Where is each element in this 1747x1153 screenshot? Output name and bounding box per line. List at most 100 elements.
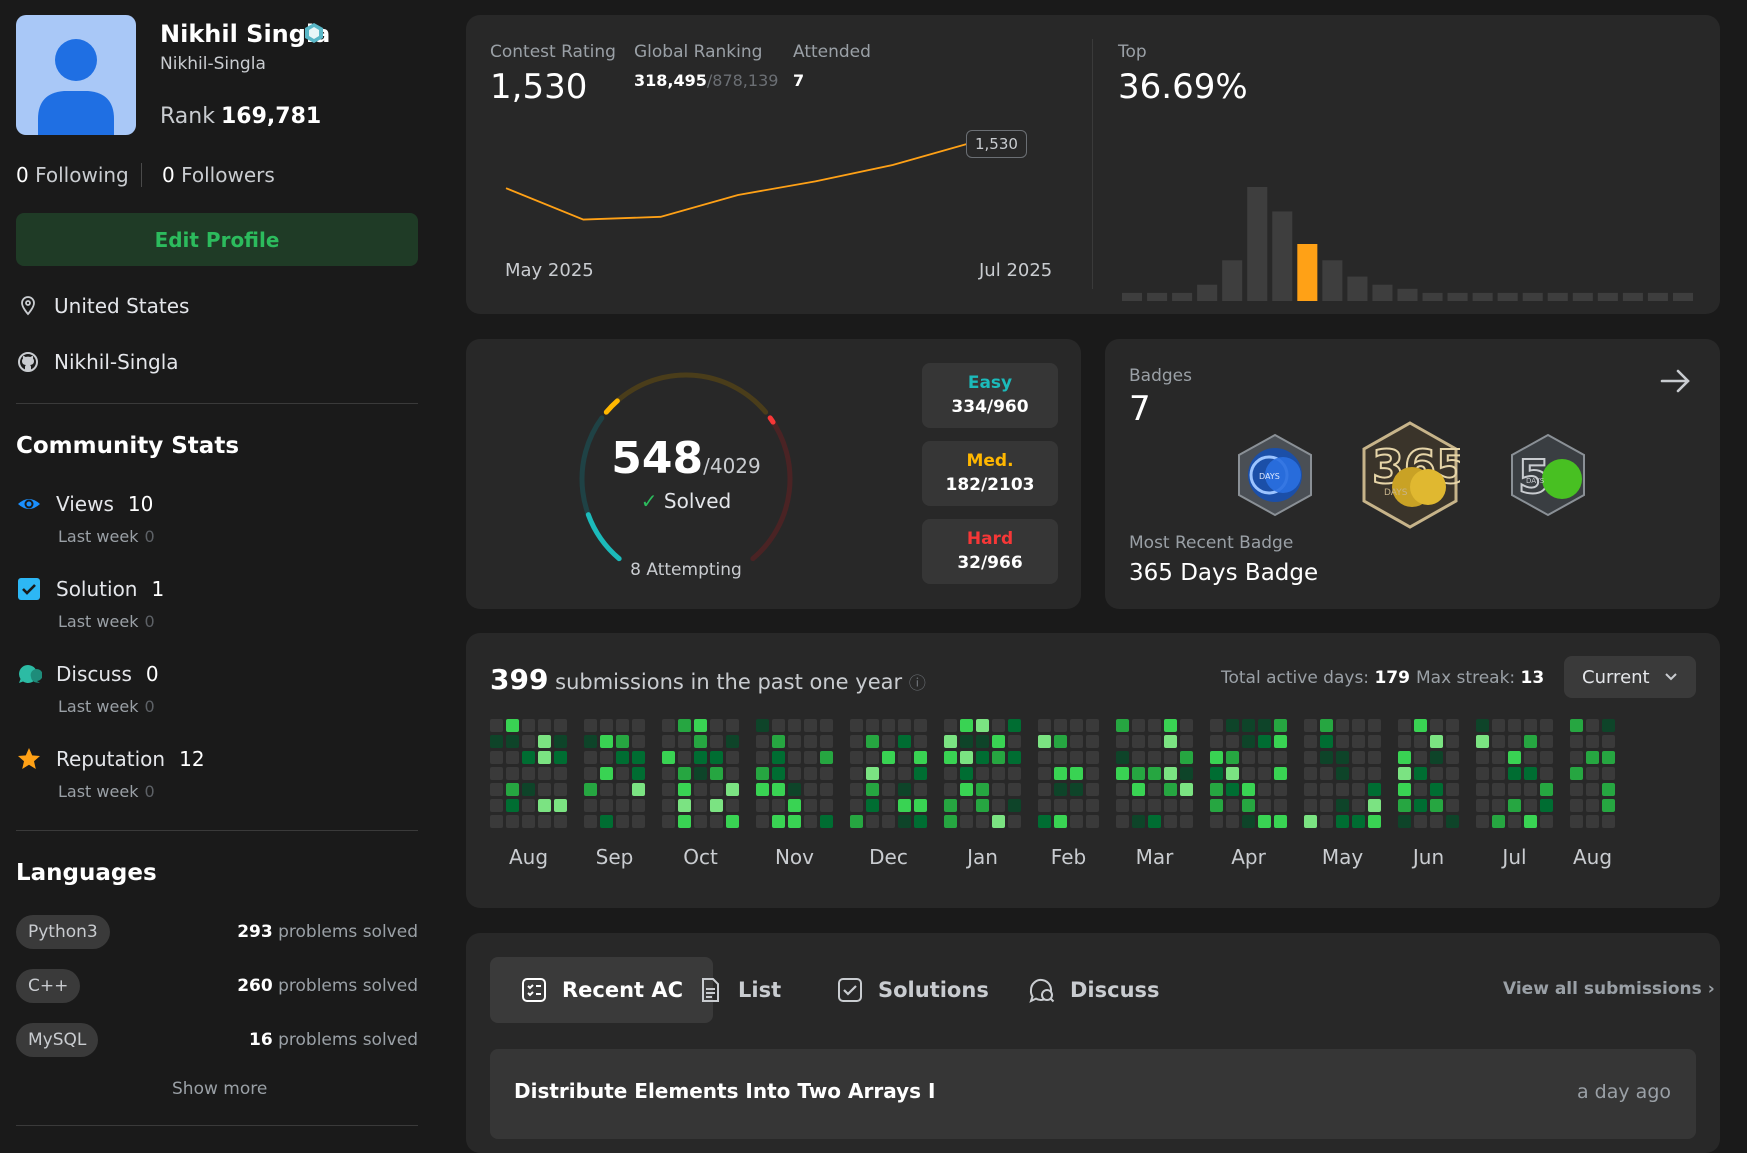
easy-stat[interactable]: Easy 334/960	[922, 363, 1058, 428]
heatmap-day-cell	[678, 719, 691, 732]
github-icon	[18, 352, 38, 372]
svg-text:DAYS: DAYS	[1259, 472, 1280, 481]
max-streak: Max streak: 13	[1416, 668, 1544, 688]
heatmap-day-cell	[1602, 815, 1615, 828]
heatmap-day-cell	[882, 783, 895, 796]
submissions-summary: 399 submissions in the past one year ⓘ	[490, 663, 926, 696]
heatmap-day-cell	[820, 815, 833, 828]
heatmap-day-cell	[914, 719, 927, 732]
heatmap-day-cell	[1476, 783, 1489, 796]
distribution-bar	[1247, 187, 1268, 301]
heatmap-day-cell	[538, 719, 551, 732]
heatmap-day-cell	[788, 783, 801, 796]
heatmap-day-cell	[866, 799, 879, 812]
heatmap-day-cell	[1226, 783, 1239, 796]
tab-list[interactable]: List	[666, 957, 811, 1023]
heatmap-day-cell	[1210, 719, 1223, 732]
heatmap-day-cell	[788, 735, 801, 748]
language-row: C++ 260 problems solved	[16, 969, 418, 1003]
recent-submission-item[interactable]: Distribute Elements Into Two Arrays I a …	[490, 1049, 1696, 1139]
tab-recent-ac[interactable]: Recent AC	[490, 957, 714, 1023]
language-tag[interactable]: C++	[16, 969, 81, 1003]
info-icon[interactable]: ⓘ	[908, 674, 926, 694]
distribution-bar	[1547, 292, 1568, 301]
heatmap-day-cell	[538, 815, 551, 828]
year-selector[interactable]: Current	[1564, 656, 1696, 698]
heatmap-day-cell	[1274, 751, 1287, 764]
heatmap-day-cell	[1398, 767, 1411, 780]
heatmap-day-cell	[1148, 767, 1161, 780]
heatmap-day-cell	[976, 735, 989, 748]
github-row[interactable]: Nikhil-Singla	[16, 350, 179, 374]
hard-stat[interactable]: Hard 32/966	[922, 519, 1058, 584]
heatmap-day-cell	[882, 815, 895, 828]
avatar[interactable]	[16, 15, 136, 135]
heatmap-day-cell	[882, 735, 895, 748]
language-tag[interactable]: MySQL	[16, 1023, 99, 1057]
tab-discuss[interactable]: Discuss	[998, 957, 1190, 1023]
heatmap-day-cell	[1492, 751, 1505, 764]
heatmap-day-cell	[1070, 783, 1083, 796]
heatmap-day-cell	[1508, 815, 1521, 828]
view-all-submissions-link[interactable]: View all submissions ›	[1503, 979, 1715, 999]
heatmap-day-cell	[866, 767, 879, 780]
show-more-link[interactable]: Show more	[172, 1079, 268, 1099]
month-label: Jan	[965, 845, 998, 869]
solved-problems-card: 548/4029 ✓ Solved 8 Attempting Easy 334/…	[466, 339, 1081, 609]
heatmap-day-cell	[1368, 815, 1381, 828]
heatmap-day-cell	[726, 799, 739, 812]
heatmap-day-cell	[1570, 783, 1583, 796]
last-week-label: Last week	[58, 527, 139, 546]
heatmap-day-cell	[804, 767, 817, 780]
following-link[interactable]: 0 Following	[16, 163, 129, 187]
heatmap-day-cell	[1054, 719, 1067, 732]
heatmap-day-cell	[632, 767, 645, 780]
heatmap-day-cell	[992, 735, 1005, 748]
heatmap-day-cell	[804, 719, 817, 732]
language-tag[interactable]: Python3	[16, 915, 110, 949]
distribution-bar	[1172, 292, 1193, 301]
heatmap-day-cell	[1398, 815, 1411, 828]
tab-solutions[interactable]: Solutions	[806, 957, 1019, 1023]
medium-value: 182/2103	[945, 475, 1035, 495]
active-days-value: 179	[1374, 668, 1410, 688]
arrow-right-icon[interactable]	[1658, 363, 1694, 399]
edit-profile-button[interactable]: Edit Profile	[16, 213, 418, 266]
heatmap-day-cell	[1070, 767, 1083, 780]
medium-track	[603, 372, 769, 415]
heatmap-day-cell	[678, 815, 691, 828]
heatmap-day-cell	[584, 735, 597, 748]
rating-distribution-chart[interactable]	[1122, 145, 1698, 301]
heatmap-day-cell	[1398, 783, 1411, 796]
heatmap-day-cell	[850, 751, 863, 764]
365-days-badge-icon[interactable]: 365 DAYS	[1360, 421, 1460, 529]
heatmap-day-cell	[1430, 767, 1443, 780]
heatmap-day-cell	[1368, 783, 1381, 796]
community-stats-title: Community Stats	[16, 433, 240, 459]
solved-total: /4029	[703, 454, 761, 478]
heatmap-day-cell	[662, 719, 675, 732]
heatmap-day-cell	[1038, 735, 1051, 748]
heatmap-day-cell	[1540, 767, 1553, 780]
medium-stat[interactable]: Med. 182/2103	[922, 441, 1058, 506]
50-days-badge-icon[interactable]: 5 DAYS	[1508, 433, 1588, 517]
month-label: Feb	[1051, 845, 1086, 869]
followers-link[interactable]: 0 Followers	[162, 163, 275, 187]
hard-progress	[767, 415, 776, 425]
heatmap-day-cell	[1476, 767, 1489, 780]
heatmap-day-cell	[710, 719, 723, 732]
heatmap-day-cell	[1352, 783, 1365, 796]
month-label: Aug	[1573, 845, 1612, 869]
heatmap-day-cell	[1492, 719, 1505, 732]
submission-heatmap[interactable]: Aug Sep Oct Nov Dec Jan Feb Mar Apr May Jun Jul Aug	[490, 719, 1700, 899]
heatmap-day-cell	[1226, 767, 1239, 780]
solved-progress-ring[interactable]	[566, 363, 806, 583]
discuss-icon	[1029, 978, 1055, 1003]
attempting-label: 8 Attempting	[630, 560, 742, 580]
heatmap-day-cell	[1116, 783, 1129, 796]
distribution-bar	[1497, 292, 1518, 301]
days-badge-blue-icon[interactable]: DAYS	[1235, 433, 1315, 517]
heatmap-day-cell	[522, 815, 535, 828]
heatmap-day-cell	[1180, 719, 1193, 732]
heatmap-day-cell	[1492, 799, 1505, 812]
